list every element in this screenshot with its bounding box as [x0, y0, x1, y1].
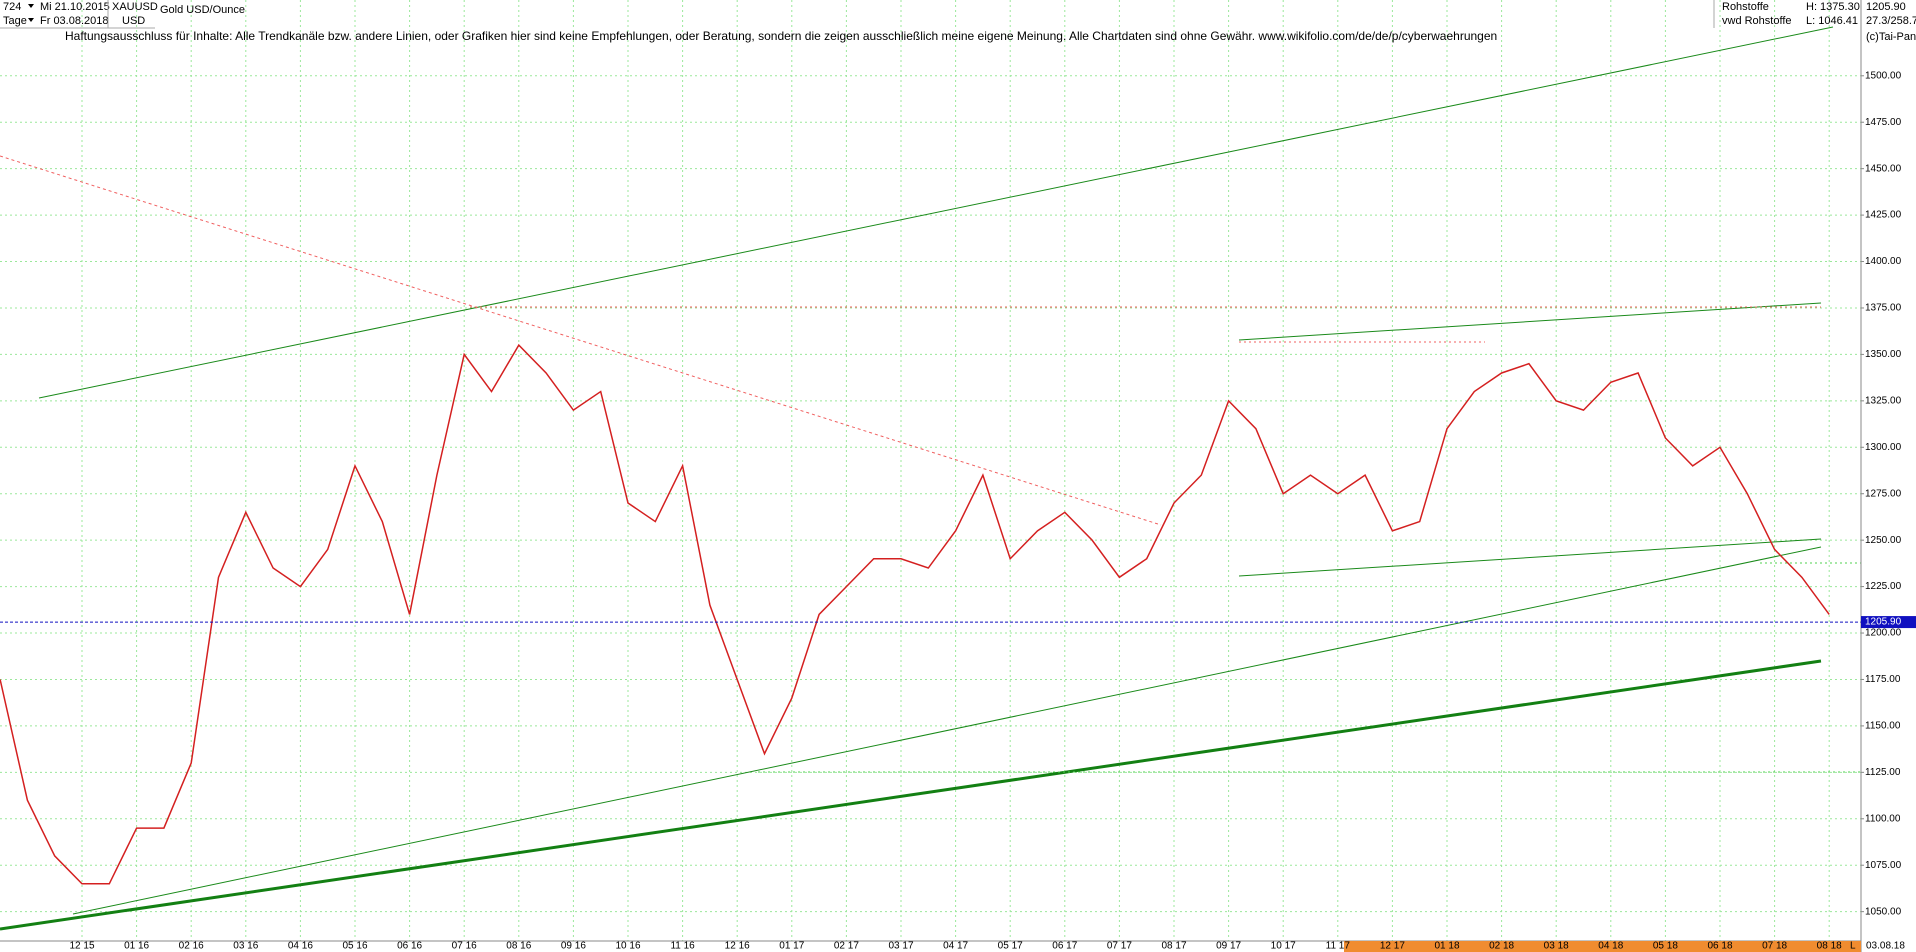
y-tick-label: 1350.00 — [1865, 349, 1902, 360]
x-tick-label: 10 17 — [1271, 941, 1296, 952]
x-tick-label: 07 17 — [1107, 941, 1132, 952]
y-tick-label: 1475.00 — [1865, 117, 1902, 128]
low: L: 1046.41 — [1806, 15, 1858, 27]
x-tick-label: 03 16 — [233, 941, 258, 952]
x-tick-label: 06 17 — [1052, 941, 1077, 952]
x-tick-label: 01 16 — [124, 941, 149, 952]
last-price: 1205.90 — [1866, 1, 1906, 13]
end-date: Fr 03.08.2018 — [40, 15, 109, 27]
y-tick-label: 1150.00 — [1865, 721, 1901, 732]
x-tick-label: 09 17 — [1216, 941, 1241, 952]
y-tick-label: 1275.00 — [1865, 488, 1902, 499]
y-tick-label: 1500.00 — [1865, 70, 1902, 81]
x-tick-label: 06 16 — [397, 941, 422, 952]
start-date: Mi 21.10.2015 — [40, 1, 110, 13]
ratio: 27.3/258.7 — [1866, 15, 1916, 27]
x-tick-label: 03 17 — [888, 941, 913, 952]
market: Rohstoffe — [1722, 1, 1769, 13]
end-date-axis: 03.08.18 — [1866, 941, 1905, 952]
x-tick-label: 05 16 — [342, 941, 367, 952]
x-tick-label: 02 18 — [1489, 941, 1514, 952]
y-tick-label: 1250.00 — [1865, 535, 1902, 546]
x-tick-label: 12 16 — [725, 941, 750, 952]
source: vwd Rohstoffe — [1722, 15, 1792, 27]
y-tick-label: 1100.00 — [1865, 813, 1901, 824]
dropdown-icon[interactable] — [28, 4, 34, 8]
x-tick-label: 05 17 — [998, 941, 1023, 952]
grid — [0, 0, 1861, 941]
x-tick-label: 06 18 — [1707, 941, 1732, 952]
price-line — [0, 343, 1830, 885]
x-tick-label: 03 18 — [1544, 941, 1569, 952]
time-band — [1344, 941, 1861, 952]
disclaimer: Haftungsausschluss für Inhalte: Alle Tre… — [65, 29, 1497, 43]
chart-title: Gold USD/Ounce — [160, 4, 245, 16]
x-tick-label: 05 18 — [1653, 941, 1678, 952]
last-price-label: 1205.90 — [1865, 617, 1902, 628]
y-tick-label: 1400.00 — [1865, 256, 1902, 267]
x-tick-label: 07 18 — [1762, 941, 1787, 952]
y-tick-label: 1125.00 — [1865, 767, 1901, 778]
x-tick-label: 01 17 — [779, 941, 804, 952]
symbol: XAUUSD — [112, 1, 158, 13]
last-price-box — [1861, 616, 1916, 629]
trendline — [1238, 538, 1822, 577]
y-tick-label: 1300.00 — [1865, 442, 1902, 453]
y-tick-label: 1450.00 — [1865, 163, 1902, 174]
x-tick-label: 02 16 — [179, 941, 204, 952]
y-tick-label: 1375.00 — [1865, 303, 1902, 314]
trendline — [0, 155, 1162, 526]
y-tick-label: 1225.00 — [1865, 581, 1902, 592]
x-tick-label: 04 18 — [1598, 941, 1623, 952]
period: Tage — [3, 15, 27, 27]
x-tick-label: 08 17 — [1161, 941, 1186, 952]
chart-id: 724 — [3, 1, 21, 13]
x-tick-label: 01 18 — [1434, 941, 1459, 952]
y-tick-label: 1050.00 — [1865, 906, 1902, 917]
currency: USD — [122, 15, 145, 27]
y-tick-label: 1325.00 — [1865, 395, 1902, 406]
y-tick-label: 1075.00 — [1865, 860, 1902, 871]
y-tick-label: 1200.00 — [1865, 628, 1902, 639]
x-tick-label: 02 17 — [834, 941, 859, 952]
x-tick-label: 11 17 — [1326, 941, 1351, 952]
x-tick-label: 10 16 — [615, 941, 640, 952]
high: H: 1375.30 — [1806, 1, 1860, 13]
x-tick-label: 11 16 — [670, 941, 695, 952]
trendline — [38, 26, 1834, 399]
trendline — [72, 546, 1822, 915]
trendline — [1238, 302, 1822, 341]
trendlines — [0, 26, 1861, 931]
trendline — [0, 659, 1822, 931]
y-tick-label: 1425.00 — [1865, 210, 1902, 221]
x-tick-label: 08 18 — [1817, 941, 1842, 952]
x-tick-label: 12 17 — [1380, 941, 1405, 952]
plot — [0, 343, 1861, 885]
x-tick-label: 12 15 — [69, 941, 94, 952]
y-tick-label: 1175.00 — [1865, 674, 1901, 685]
scale-mode[interactable]: L — [1850, 941, 1856, 952]
x-tick-label: 04 16 — [288, 941, 313, 952]
x-tick-label: 04 17 — [943, 941, 968, 952]
x-tick-label: 09 16 — [561, 941, 586, 952]
x-tick-label: 07 16 — [452, 941, 477, 952]
dropdown-icon[interactable] — [28, 18, 34, 22]
x-tick-label: 08 16 — [506, 941, 531, 952]
copyright: (c)Tai-Pan — [1866, 31, 1916, 43]
